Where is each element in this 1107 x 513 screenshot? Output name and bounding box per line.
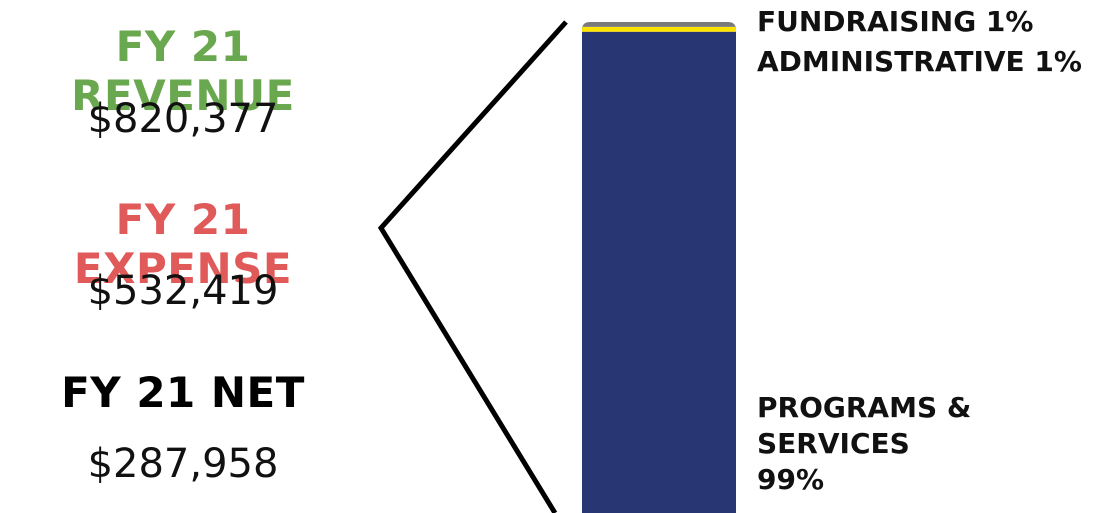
revenue-value: $820,377 [87, 96, 279, 142]
bar-segment-fundraising [582, 22, 736, 30]
bar-segment-administrative [582, 26, 736, 32]
stacked-bar [582, 22, 736, 513]
bar-segment-programs-services [582, 31, 736, 513]
administrative-label: ADMINISTRATIVE 1% [757, 45, 1082, 78]
bracket-connector [377, 20, 568, 513]
expense-title: FY 21 EXPENSE [73, 195, 293, 293]
programs-label-line1: PROGRAMS & [757, 391, 972, 424]
net-value: $287,958 [87, 441, 279, 487]
programs-services-label: PROGRAMS & SERVICES 99% [757, 390, 971, 498]
revenue-title: FY 21 REVENUE [71, 22, 295, 120]
programs-label-line2: SERVICES [757, 427, 910, 460]
programs-label-line3: 99% [757, 463, 825, 496]
net-title: FY 21 NET [61, 368, 305, 417]
expense-value: $532,419 [87, 268, 279, 314]
fundraising-label: FUNDRAISING 1% [757, 5, 1034, 38]
